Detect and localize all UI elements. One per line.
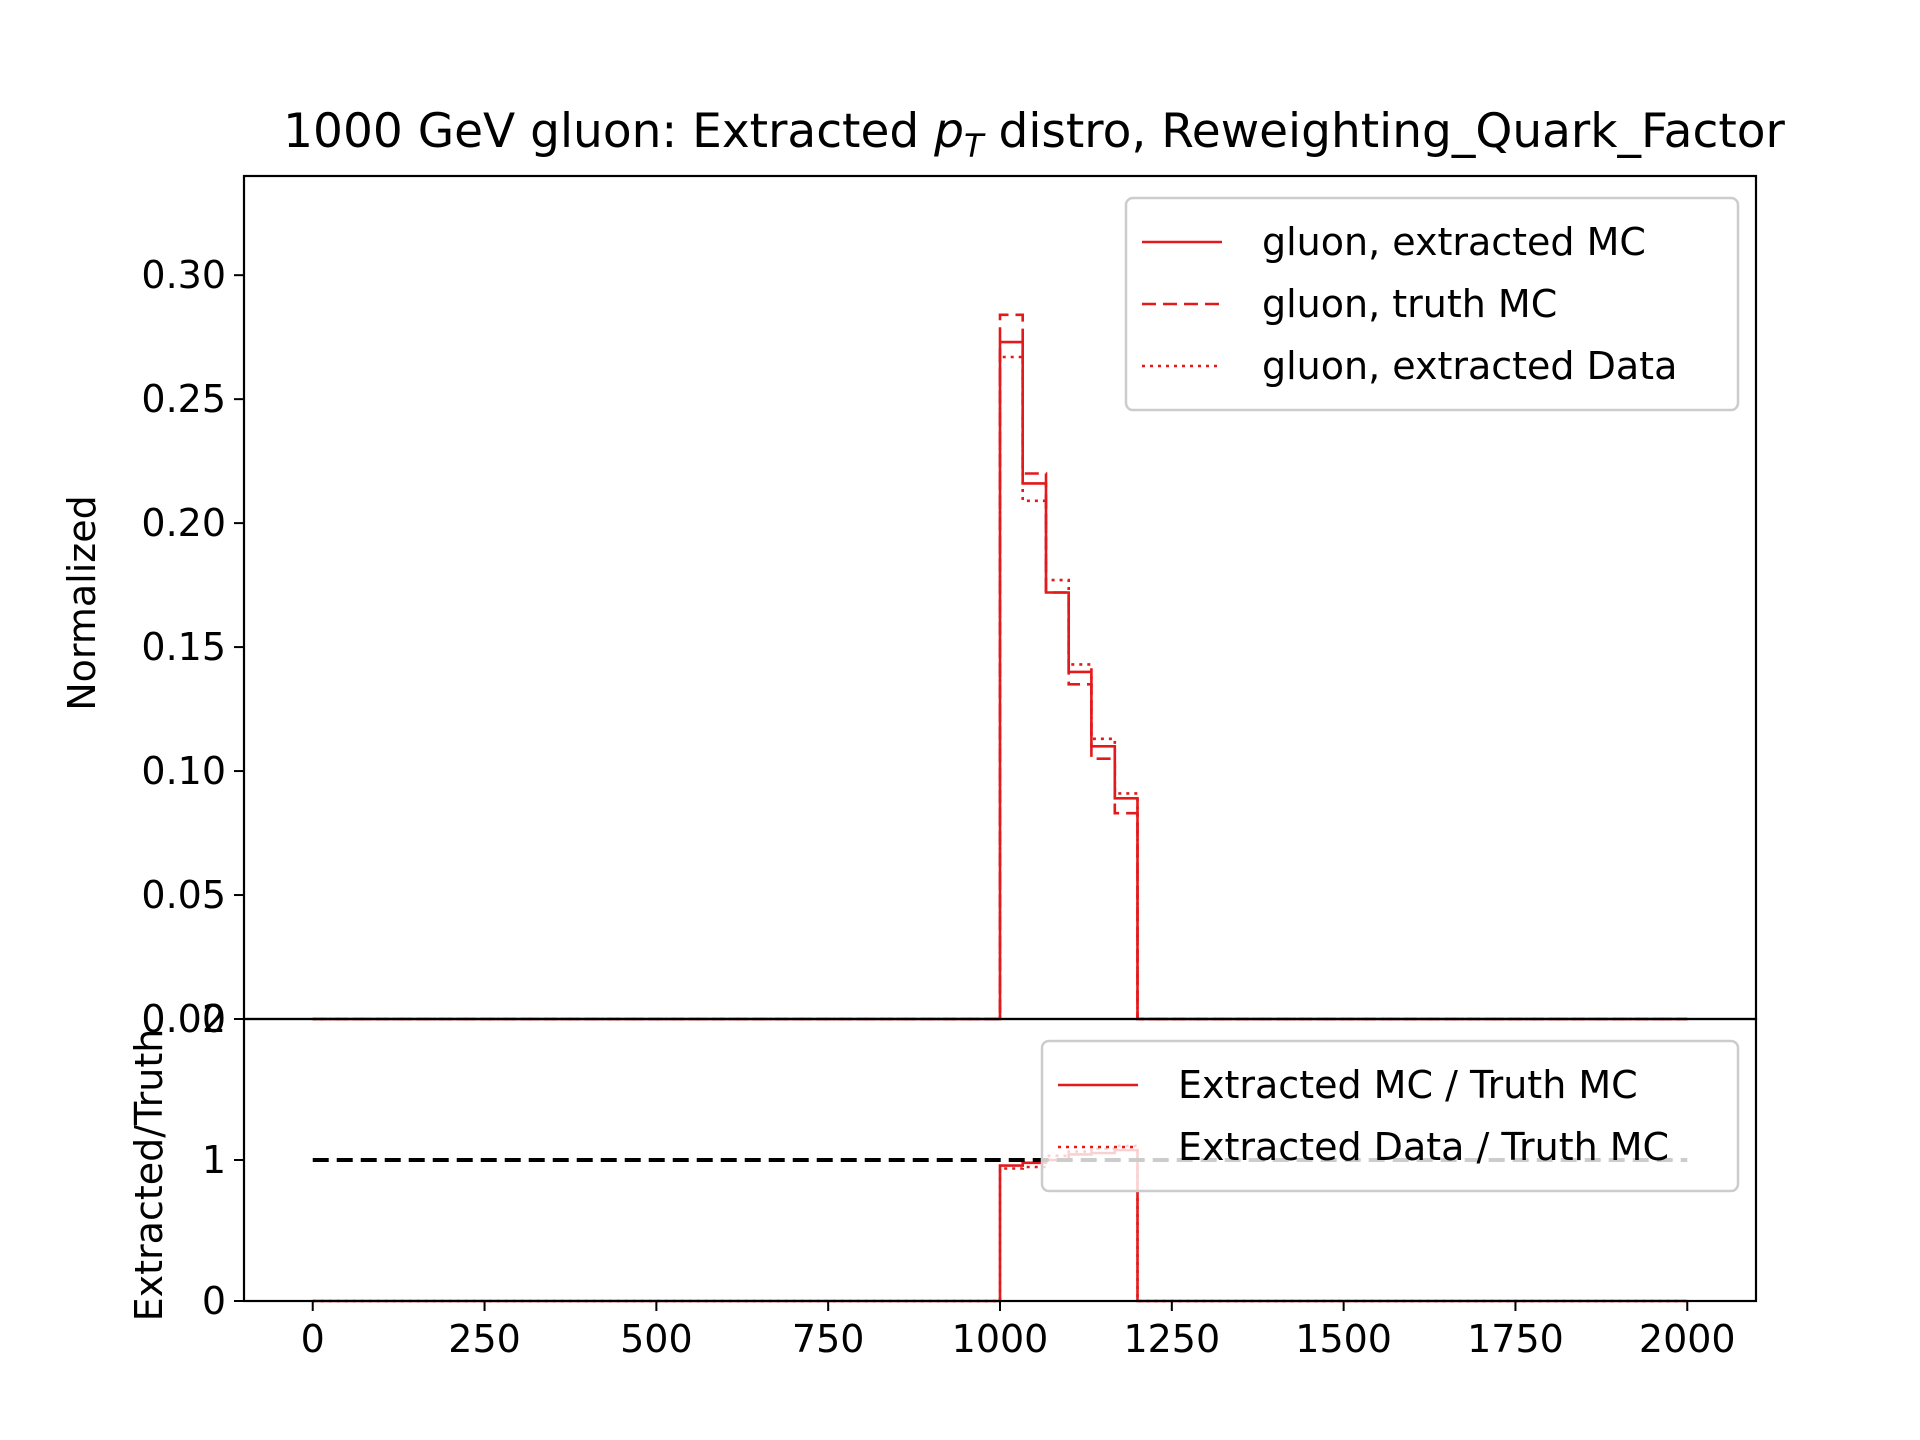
- xtick-label-4: 1000: [952, 1317, 1049, 1361]
- top-ytick-label-2: 0.10: [141, 749, 226, 793]
- top-series-2: [312, 355, 1688, 1021]
- top-ytick-label-5: 0.25: [141, 377, 226, 421]
- title-part-1: 1000 GeV gluon: Extracted: [283, 104, 934, 159]
- xtick-label-2: 500: [620, 1317, 693, 1361]
- top-ytick-label-4: 0.20: [141, 501, 226, 545]
- xtick-label-1: 250: [448, 1317, 521, 1361]
- chart-title: 1000 GeV gluon: Extracted pT distro, Rew…: [283, 104, 1785, 165]
- bottom-y-axis-label: Extracted/Truth: [127, 1029, 171, 1322]
- xtick-label-8: 2000: [1639, 1317, 1736, 1361]
- bottom-legend-label-1: Extracted Data / Truth MC: [1178, 1125, 1669, 1169]
- top-legend-label-2: gluon, extracted Data: [1262, 344, 1677, 388]
- top-y-axis-label: Normalized: [60, 495, 104, 711]
- xtick-label-0: 0: [301, 1317, 325, 1361]
- bottom-legend-box: [1040, 1039, 1740, 1193]
- bottom-ytick-label-0: 0: [202, 1279, 226, 1323]
- title-pt-subscript: T: [964, 127, 986, 165]
- xtick-label-3: 750: [792, 1317, 865, 1361]
- top-legend-box: [1124, 196, 1740, 412]
- bottom-ytick-label-1: 1: [202, 1138, 226, 1182]
- bottom-panel: 0 1 2 0 250 500 750 1000 1250 1500 1750 2000 Extract…: [202, 997, 1758, 1361]
- title-part-2: distro, Reweighting_Quark_Factor: [984, 104, 1786, 159]
- xtick-label-7: 1750: [1467, 1317, 1564, 1361]
- top-legend-label-0: gluon, extracted MC: [1262, 220, 1646, 264]
- bottom-legend-label-0: Extracted MC / Truth MC: [1178, 1063, 1638, 1107]
- top-legend-label-1: gluon, truth MC: [1262, 282, 1557, 326]
- title-pt-symbol: p: [933, 104, 964, 159]
- top-ytick-label-0: 0.00: [141, 997, 226, 1041]
- bottom-ytick-label-2: 2: [202, 997, 226, 1041]
- axes-labels: Normalized Extracted/Truth: [60, 495, 171, 1321]
- top-legend: gluon, extracted MC gluon, truth MC gluon,…: [1124, 196, 1740, 412]
- top-panel: 0.00 0.05 0.10 0.15 0.20 0.25 0.30 gluon, extra…: [141, 174, 1758, 1041]
- bottom-legend: Extracted MC / Truth MC Extracted Data / …: [1040, 1039, 1740, 1193]
- top-ytick-label-1: 0.05: [141, 873, 226, 917]
- top-ytick-label-3: 0.15: [141, 625, 226, 669]
- xtick-label-5: 1250: [1123, 1317, 1220, 1361]
- top-ytick-label-6: 0.30: [141, 253, 226, 297]
- xtick-label-6: 1500: [1295, 1317, 1392, 1361]
